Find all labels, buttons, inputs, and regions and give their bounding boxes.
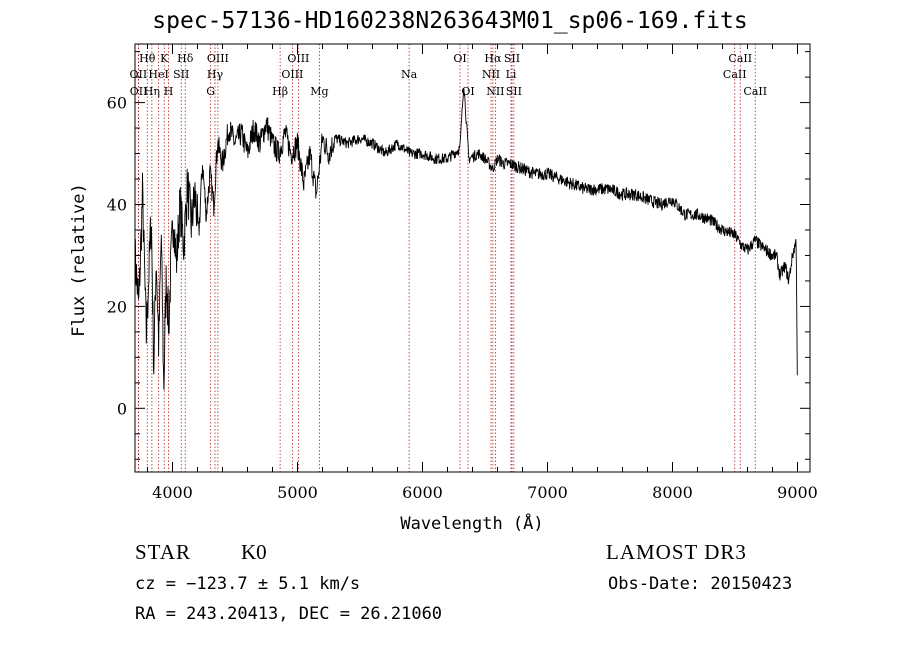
- spectral-line-label-15: Mg: [310, 85, 328, 98]
- y-axis-ticks: 0 20 40 60: [107, 51, 810, 460]
- spectral-line-label-26: CaII: [723, 68, 747, 81]
- spectral-line-label-3: Hη: [144, 85, 160, 98]
- y-tick-label-3: 60: [107, 94, 127, 113]
- spectral-line-label-11: G: [206, 85, 215, 98]
- flux-series: [134, 88, 798, 390]
- spectral-line-label-21: NII: [486, 85, 504, 98]
- object-subclass: K0: [241, 540, 267, 564]
- spectral-line-label-24: SII: [506, 85, 522, 98]
- spectral-line-label-7: SII: [173, 68, 189, 81]
- spectral-line-label-27: CaII: [743, 85, 767, 98]
- x-tick-label-4: 8000: [652, 483, 693, 502]
- x-tick-label-0: 4000: [152, 483, 193, 502]
- spectral-line-label-1: OII: [130, 68, 148, 81]
- plot-frame: [134, 43, 811, 473]
- spectral-line-label-25: CaII: [728, 52, 752, 65]
- x-axis-label: Wavelength (Å): [400, 512, 543, 534]
- spectral-line-label-5: K: [160, 52, 169, 65]
- spectral-line-label-20: NII: [482, 68, 500, 81]
- observation-date: Obs-Date: 20150423: [608, 574, 793, 594]
- spectral-line-label-4: HeI: [148, 68, 168, 81]
- spectral-line-label-23: Li: [506, 68, 517, 81]
- spectral-line-label-12: OIII: [287, 52, 309, 65]
- spectral-line-label-0: Hθ: [139, 52, 156, 65]
- spectral-line-label-13: OIII: [281, 68, 303, 81]
- spectral-line-label-17: OI: [453, 52, 466, 65]
- spectral-line-label-22: SII: [504, 52, 520, 65]
- y-tick-label-2: 40: [107, 196, 127, 215]
- spectral-line-markers: [137, 44, 756, 472]
- y-axis-label: Flux (relative): [69, 183, 89, 337]
- spectral-line-label-19: Hα: [484, 52, 502, 65]
- y-tick-label-1: 20: [107, 297, 127, 316]
- spectral-line-label-2: OII: [130, 85, 148, 98]
- object-class: STAR: [135, 540, 191, 564]
- sky-coordinates: RA = 243.20413, DEC = 26.21060: [135, 604, 443, 624]
- spectral-line-label-10: Hγ: [207, 68, 224, 81]
- survey-name: LAMOST DR3: [606, 540, 747, 564]
- spectral-line-label-8: Hδ: [177, 52, 194, 65]
- x-tick-label-2: 6000: [402, 483, 443, 502]
- x-tick-label-5: 9000: [777, 483, 818, 502]
- x-tick-label-1: 5000: [277, 483, 318, 502]
- x-axis-ticks: 4000 5000 6000 7000 8000 9000: [147, 44, 818, 502]
- x-tick-label-3: 7000: [527, 483, 568, 502]
- spectral-line-label-9: OIII: [207, 52, 229, 65]
- spectral-line-label-16: Na: [401, 68, 418, 81]
- redshift-velocity: cz = −123.7 ± 5.1 km/s: [135, 574, 361, 594]
- spectral-line-label-14: Hβ: [272, 85, 288, 98]
- y-tick-label-0: 0: [117, 399, 127, 418]
- flux-spectrum-line: [134, 88, 798, 390]
- spectral-line-label-6: H: [164, 85, 174, 98]
- chart-title: spec-57136-HD160238N263643M01_sp06-169.f…: [152, 8, 748, 34]
